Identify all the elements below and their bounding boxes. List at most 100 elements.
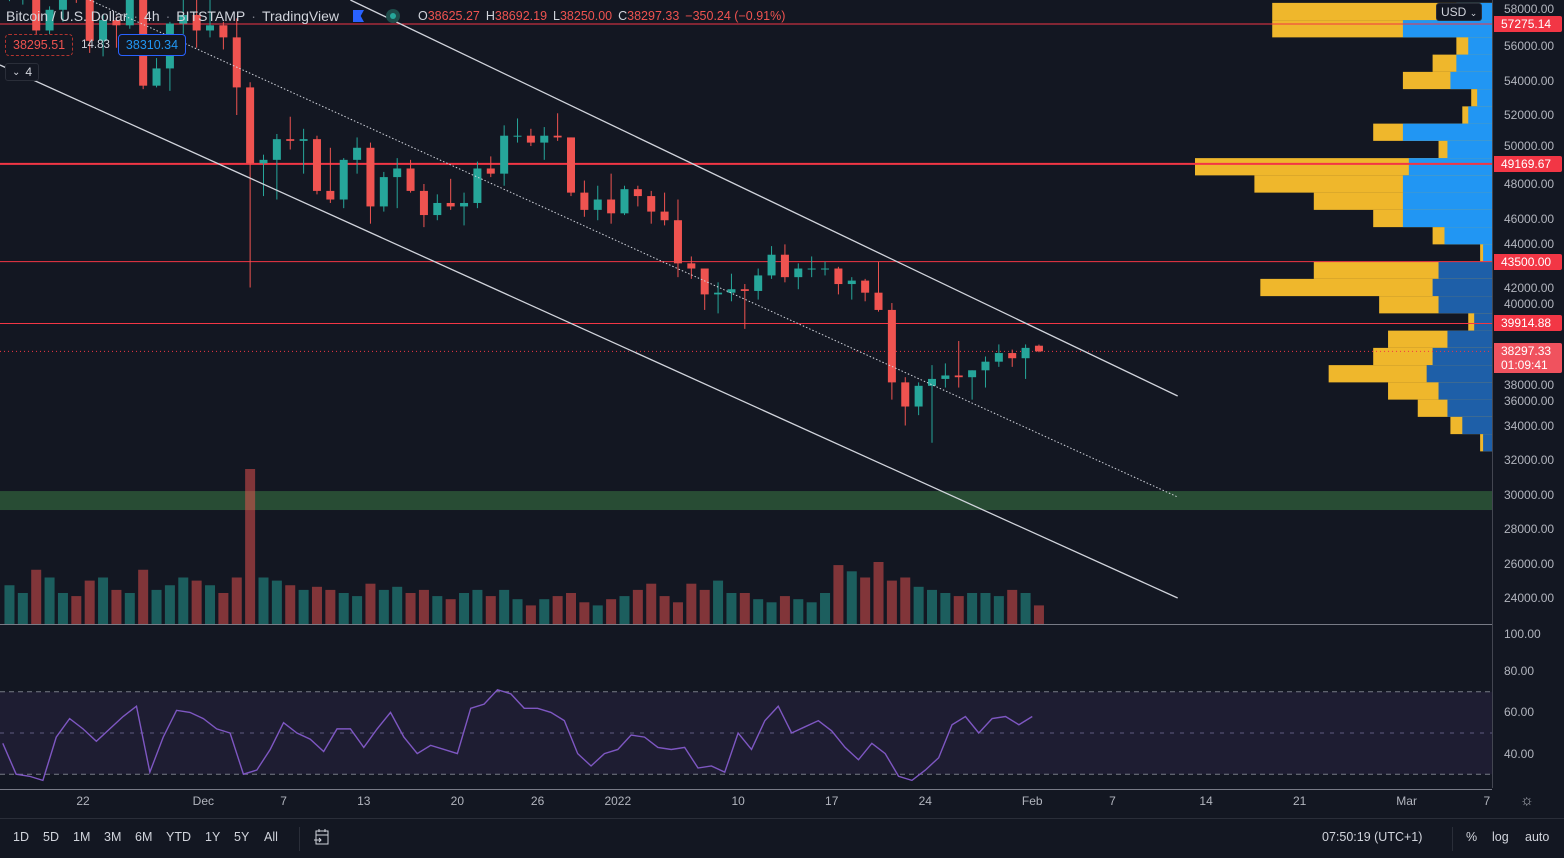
level-price-tag: 49169.67	[1494, 155, 1562, 172]
candle-body	[112, 20, 121, 26]
time-tick-label: 24	[918, 794, 932, 808]
price-tick-label: 34000.00	[1504, 418, 1555, 433]
candle-body	[927, 378, 936, 386]
candle-body	[1021, 347, 1030, 359]
support-zone-rect[interactable]	[0, 491, 1492, 511]
sell-button[interactable]: 38295.51	[5, 34, 74, 56]
change-value: −350.24 (−0.91%)	[685, 9, 786, 23]
trend-line[interactable]	[89, 0, 1178, 498]
rsi-tick-label: 80.00	[1504, 664, 1535, 679]
profile-row-up	[1456, 54, 1492, 72]
volume-bar	[699, 589, 710, 624]
candle-body	[326, 190, 335, 200]
volume-bar	[164, 585, 175, 624]
auto-scale-toggle[interactable]: auto	[1525, 830, 1550, 844]
profile-row-up	[1402, 209, 1492, 228]
calendar-goto-icon[interactable]	[313, 827, 331, 850]
log-scale-toggle[interactable]: log	[1492, 830, 1509, 844]
level-price-tag: 43500.00	[1494, 253, 1562, 270]
volume-bar	[886, 580, 897, 624]
volume-bar	[472, 589, 483, 624]
range-button-1m[interactable]: 1M	[73, 830, 91, 844]
range-button-5y[interactable]: 5Y	[234, 830, 250, 844]
candle-body	[887, 309, 896, 383]
volume-bar	[846, 571, 857, 624]
indicators-toggle[interactable]: ⌄ 4	[5, 63, 40, 81]
candle-body	[99, 20, 108, 41]
range-button-1y[interactable]: 1Y	[205, 830, 221, 844]
buy-button[interactable]: 38310.34	[117, 34, 187, 56]
volume-bar	[98, 577, 109, 624]
volume-bar	[512, 599, 523, 624]
spread-value: 14.83	[81, 39, 110, 51]
volume-bar	[926, 589, 937, 624]
profile-row-up	[1483, 434, 1492, 452]
volume-bar	[539, 599, 550, 624]
last-price-value: 38297.33	[1501, 344, 1552, 359]
profile-row-up	[1438, 382, 1492, 400]
volume-bar	[365, 583, 376, 624]
candle-body	[593, 199, 602, 210]
volume-bar	[820, 593, 831, 624]
volume-bar	[726, 593, 737, 624]
interval[interactable]: 4h	[144, 8, 160, 24]
profile-row-up	[1402, 192, 1492, 210]
trend-line[interactable]	[350, 0, 1178, 397]
volume-bar	[352, 596, 363, 624]
range-button-6m[interactable]: 6M	[135, 830, 153, 844]
candle-body	[954, 375, 963, 378]
volume-bar	[646, 583, 657, 624]
gear-icon[interactable]: ☼	[1520, 792, 1534, 809]
profile-row-up	[1402, 123, 1492, 141]
volume-bar	[392, 586, 403, 624]
candle-body	[272, 139, 281, 160]
profile-row-up	[1402, 175, 1492, 193]
candle-body	[941, 375, 950, 379]
candle-body	[673, 220, 682, 264]
candle-body	[433, 202, 442, 216]
volume-bar	[579, 602, 590, 624]
candle-body	[727, 289, 736, 293]
range-button-3m[interactable]: 3M	[104, 830, 122, 844]
clock[interactable]: 07:50:19 (UTC+1)	[1322, 830, 1423, 844]
volume-bar	[592, 605, 603, 624]
time-axis[interactable]	[0, 789, 1492, 818]
candle-body	[847, 280, 856, 285]
profile-row-up	[1438, 296, 1492, 314]
candle-body	[125, 0, 134, 26]
price-tick-label: 50000.00	[1504, 138, 1555, 153]
range-button-ytd[interactable]: YTD	[166, 830, 191, 844]
price-tick-label: 36000.00	[1504, 394, 1555, 408]
price-tick-label: 30000.00	[1504, 487, 1555, 502]
volume-bar	[191, 580, 202, 624]
range-button-5d[interactable]: 5D	[43, 830, 59, 844]
trend-lines[interactable]	[0, 0, 1178, 599]
candle-body	[914, 385, 923, 407]
range-button-1d[interactable]: 1D	[13, 830, 29, 844]
volume-bar	[311, 586, 322, 624]
price-axis[interactable]	[1492, 0, 1564, 788]
volume-bar	[619, 596, 630, 624]
volume-bar	[659, 596, 670, 624]
volume-bar	[245, 469, 256, 624]
profile-row-up	[1408, 158, 1492, 176]
volume-bar	[833, 565, 844, 624]
range-button-all[interactable]: All	[264, 830, 278, 844]
symbol-name[interactable]: Bitcoin / U.S. Dollar	[6, 8, 128, 24]
horizontal-levels	[0, 23, 1492, 352]
rsi-tick-label: 100.00	[1504, 627, 1541, 641]
candle-body	[366, 147, 375, 207]
chart-canvas[interactable]	[0, 0, 1492, 788]
chevron-down-icon: ⌄	[1469, 8, 1478, 18]
trend-line[interactable]	[0, 64, 1178, 599]
flag-icon[interactable]	[352, 10, 364, 22]
percent-scale-toggle[interactable]: %	[1466, 830, 1478, 844]
market-status-icon[interactable]	[385, 9, 400, 23]
currency-select[interactable]: USD ⌄	[1436, 3, 1483, 21]
price-tick-label: 48000.00	[1504, 177, 1555, 191]
candle-body	[58, 0, 67, 10]
price-tick-label: 40000.00	[1504, 297, 1555, 311]
price-tick-label: 42000.00	[1504, 280, 1555, 295]
high-value: 38692.19	[494, 9, 548, 23]
candle-body	[874, 292, 883, 310]
